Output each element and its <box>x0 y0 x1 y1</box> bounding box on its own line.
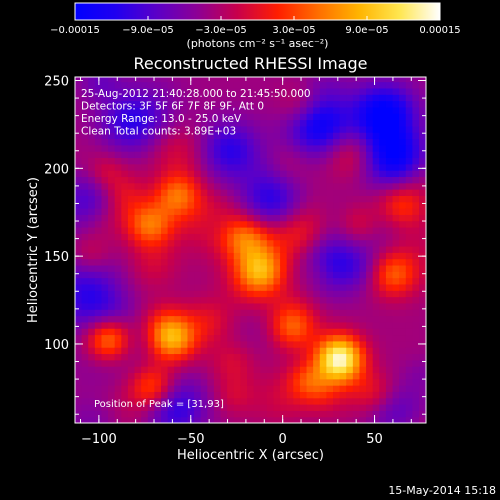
y-tick-label: 200 <box>44 162 69 177</box>
footer-timestamp: 15-May-2014 15:18 <box>388 484 496 497</box>
annotation-line: Clean Total counts: 3.89E+03 <box>81 126 236 138</box>
chart-title: Reconstructed RHESSI Image <box>134 54 368 73</box>
colorbar-strip <box>74 2 441 21</box>
colorbar-tick-label: 3.0e−05 <box>272 25 315 36</box>
x-tick-label: 0 <box>279 432 287 447</box>
x-tick-label: 50 <box>366 432 383 447</box>
x-tick-label: −50 <box>177 432 204 447</box>
colorbar: −0.00015 −9.0e−05 −3.0e−05 3.0e−05 9.0e−05 0.… <box>50 2 461 50</box>
peak-position-label: Position of Peak = [31,93] <box>94 399 224 410</box>
colorbar-tick-label: −3.0e−05 <box>195 25 247 36</box>
plot-frame <box>74 76 427 424</box>
y-axis-label: Heliocentric Y (arcsec) <box>26 177 41 323</box>
annotation-line: 25-Aug-2012 21:40:28.000 to 21:45:50.000 <box>81 88 311 100</box>
annotation-block: 25-Aug-2012 21:40:28.000 to 21:45:50.000… <box>81 88 311 138</box>
plot-area: −100 −50 0 50 100 150 200 250 <box>44 75 427 447</box>
x-axis-label: Heliocentric X (arcsec) <box>177 448 324 463</box>
colorbar-tick-label: −9.0e−05 <box>122 25 174 36</box>
annotation-line: Detectors: 3F 5F 6F 7F 8F 9F, Att 0 <box>81 101 264 113</box>
heatmap-image <box>75 77 426 423</box>
y-tick-label: 100 <box>44 338 69 353</box>
x-axis: −100 −50 0 50 <box>80 77 412 447</box>
colorbar-ticks: −0.00015 −9.0e−05 −3.0e−05 3.0e−05 9.0e−05 0.… <box>50 16 461 36</box>
y-tick-label: 250 <box>44 75 69 90</box>
colorbar-tick-label: −0.00015 <box>50 25 100 36</box>
colorbar-tick-label: 0.00015 <box>419 25 460 36</box>
x-tick-label: −100 <box>81 432 117 447</box>
colorbar-unit-label: (photons cm⁻² s⁻¹ asec⁻²) <box>187 37 329 50</box>
y-axis: 100 150 200 250 <box>44 75 426 415</box>
y-tick-label: 150 <box>44 250 69 265</box>
annotation-line: Energy Range: 13.0 - 25.0 keV <box>81 113 242 125</box>
colorbar-tick-label: 9.0e−05 <box>345 25 388 36</box>
